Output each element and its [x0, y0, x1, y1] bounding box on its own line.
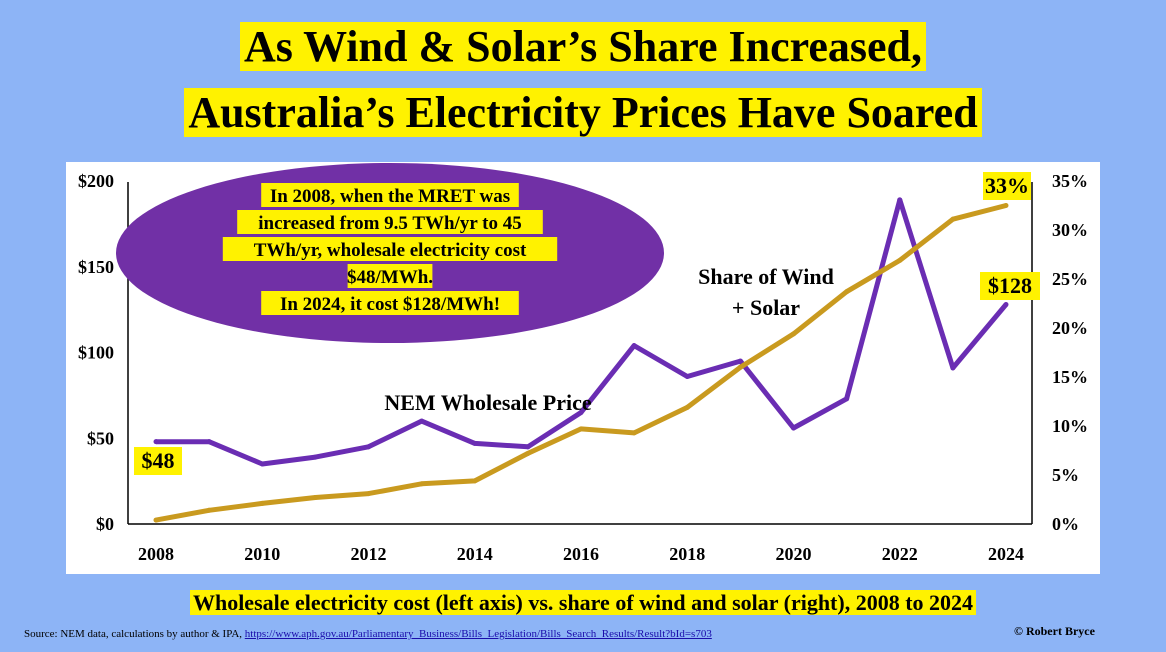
right-tick-label: 10%	[1052, 416, 1088, 436]
title-line-1: As Wind & Solar’s Share Increased,	[0, 22, 1166, 72]
left-tick-label: $150	[78, 257, 114, 277]
callout-line: In 2008, when the MRET was	[270, 186, 510, 207]
price-point	[631, 343, 637, 349]
share-point	[259, 500, 265, 506]
share-series-label-2: + Solar	[732, 295, 800, 320]
axes: $0 $50 $100 $150 $200 0% 5% 10% 15% 20% 25% 30% 35% 2…	[78, 171, 1088, 564]
title-line-2: Australia’s Electricity Prices Have Soar…	[0, 88, 1166, 138]
price-point	[737, 358, 743, 364]
annotations: NEM Wholesale Price Share of Wind + Solar $…	[134, 172, 1040, 475]
share-point	[472, 478, 478, 484]
x-tick-label: 2016	[563, 544, 599, 564]
x-tick-label: 2024	[988, 544, 1024, 564]
line-chart: $0 $50 $100 $150 $200 0% 5% 10% 15% 20% 25% 30% 35% 2…	[78, 163, 1088, 564]
price-point	[419, 418, 425, 424]
x-tick-label: 2022	[882, 544, 918, 564]
start-price-label-highlight	[134, 447, 182, 475]
share-point	[950, 216, 956, 222]
source-note: Source: NEM data, calculations by author…	[24, 628, 712, 640]
price-point	[312, 454, 318, 460]
left-tick-label: $50	[87, 428, 114, 448]
share-point	[844, 289, 850, 295]
callout-highlight	[237, 210, 543, 234]
share-point	[206, 507, 212, 513]
x-tick-label: 2008	[138, 544, 174, 564]
share-point	[1003, 203, 1009, 208]
credit: © Robert Bryce	[1014, 624, 1095, 638]
share-point	[631, 430, 637, 436]
chart-caption: Wholesale electricity cost (left axis) v…	[0, 590, 1166, 616]
price-point	[791, 425, 796, 431]
start-price-label: $48	[142, 448, 175, 473]
price-series-label: NEM Wholesale Price	[384, 390, 592, 415]
end-share-label-highlight	[983, 172, 1031, 200]
end-price-label: $128	[988, 273, 1032, 298]
share-point	[684, 404, 690, 410]
right-tick-label: 25%	[1052, 269, 1088, 289]
x-tick-label: 2012	[351, 544, 387, 564]
callout-highlight	[347, 264, 433, 288]
callout-highlight	[261, 291, 519, 315]
price-point	[525, 444, 531, 450]
end-share-label: 33%	[985, 173, 1029, 198]
share-point	[791, 331, 796, 337]
price-point	[472, 440, 478, 446]
callout-highlight	[261, 183, 519, 207]
right-tick-label: 0%	[1052, 514, 1079, 534]
share-point	[153, 517, 159, 523]
x-tick-label: 2020	[776, 544, 812, 564]
left-tick-label: $200	[78, 171, 114, 191]
price-point	[897, 197, 903, 203]
callout-highlight	[222, 237, 558, 261]
callout-line: In 2024, it cost $128/MWh!	[280, 294, 500, 315]
source-link[interactable]: https://www.aph.gov.au/Parliamentary_Bus…	[244, 628, 712, 640]
price-point	[153, 439, 159, 445]
end-price-label-highlight	[980, 272, 1040, 300]
price-point	[366, 444, 371, 450]
right-tick-label: 20%	[1052, 318, 1088, 338]
right-tick-label: 30%	[1052, 220, 1088, 240]
right-tick-label: 15%	[1052, 367, 1088, 387]
price-point	[206, 439, 212, 445]
mret-callout: In 2008, when the MRET was increased from…	[116, 163, 664, 343]
left-tick-label: $100	[78, 343, 114, 363]
x-tick-label: 2010	[244, 544, 280, 564]
share-point	[419, 481, 425, 487]
x-tick-label: 2014	[457, 544, 493, 564]
x-tick-label: 2018	[669, 544, 705, 564]
share-point	[312, 495, 318, 501]
callout-line: increased from 9.5 TWh/yr to 45	[258, 213, 522, 234]
share-point	[525, 450, 531, 456]
price-point	[1003, 301, 1009, 307]
price-point	[259, 461, 265, 467]
callout-line: $48/MWh.	[347, 267, 433, 288]
price-point	[578, 410, 584, 416]
right-tick-label: 5%	[1052, 465, 1079, 485]
price-point	[950, 365, 956, 371]
series	[153, 197, 1009, 523]
callout-line: TWh/yr, wholesale electricity cost	[254, 240, 527, 261]
share-point	[897, 257, 903, 263]
share-point	[366, 491, 371, 497]
price-point	[844, 396, 850, 402]
right-tick-label: 35%	[1052, 171, 1088, 191]
share-point	[578, 426, 584, 432]
share-series-label-1: Share of Wind	[698, 264, 834, 289]
callout-text: In 2008, when the MRET was increased from…	[222, 183, 558, 315]
price-point	[684, 374, 690, 380]
share-point	[737, 364, 743, 370]
left-tick-label: $0	[96, 514, 114, 534]
